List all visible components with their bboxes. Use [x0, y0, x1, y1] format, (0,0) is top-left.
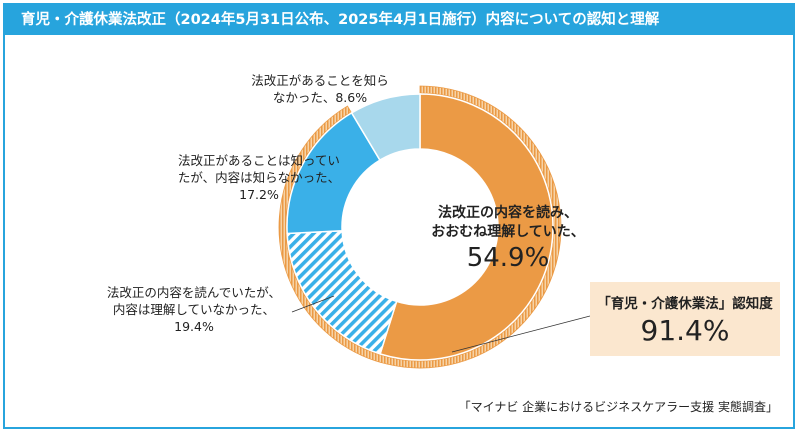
slice-label-1: 法改正の内容を読み、 おおむね理解していた、 54.9%: [431, 205, 585, 273]
awareness-outer-ring: [278, 85, 562, 369]
awareness-callout-title: 「育児・介護休業法」認知度: [597, 296, 773, 312]
awareness-callout-value: 91.4%: [640, 314, 730, 347]
source-note: 「マイナビ 企業におけるビジネスケアラー支援 実態調査」: [458, 400, 778, 414]
donut-slice-1: [379, 93, 554, 361]
leader-line-slice-2: [291, 295, 335, 313]
slice-label-4: 法改正があることを知ら なかった、8.6%: [251, 73, 389, 105]
awareness-callout: 「育児・介護休業法」認知度 91.4%: [590, 282, 780, 356]
slice-label-3: 法改正があることは知ってい たが、内容は知らなかった、 17.2%: [177, 153, 341, 202]
chart-title: 育児・介護休業法改正（2024年5月31日公布、2025年4月1日施行）内容につ…: [5, 5, 793, 35]
slice-label-2: 法改正の内容を読んでいたが、 内容は理解していなかった、 19.4%: [106, 285, 282, 334]
leader-line-awareness: [451, 315, 591, 353]
donut-slice-4: [350, 93, 421, 162]
